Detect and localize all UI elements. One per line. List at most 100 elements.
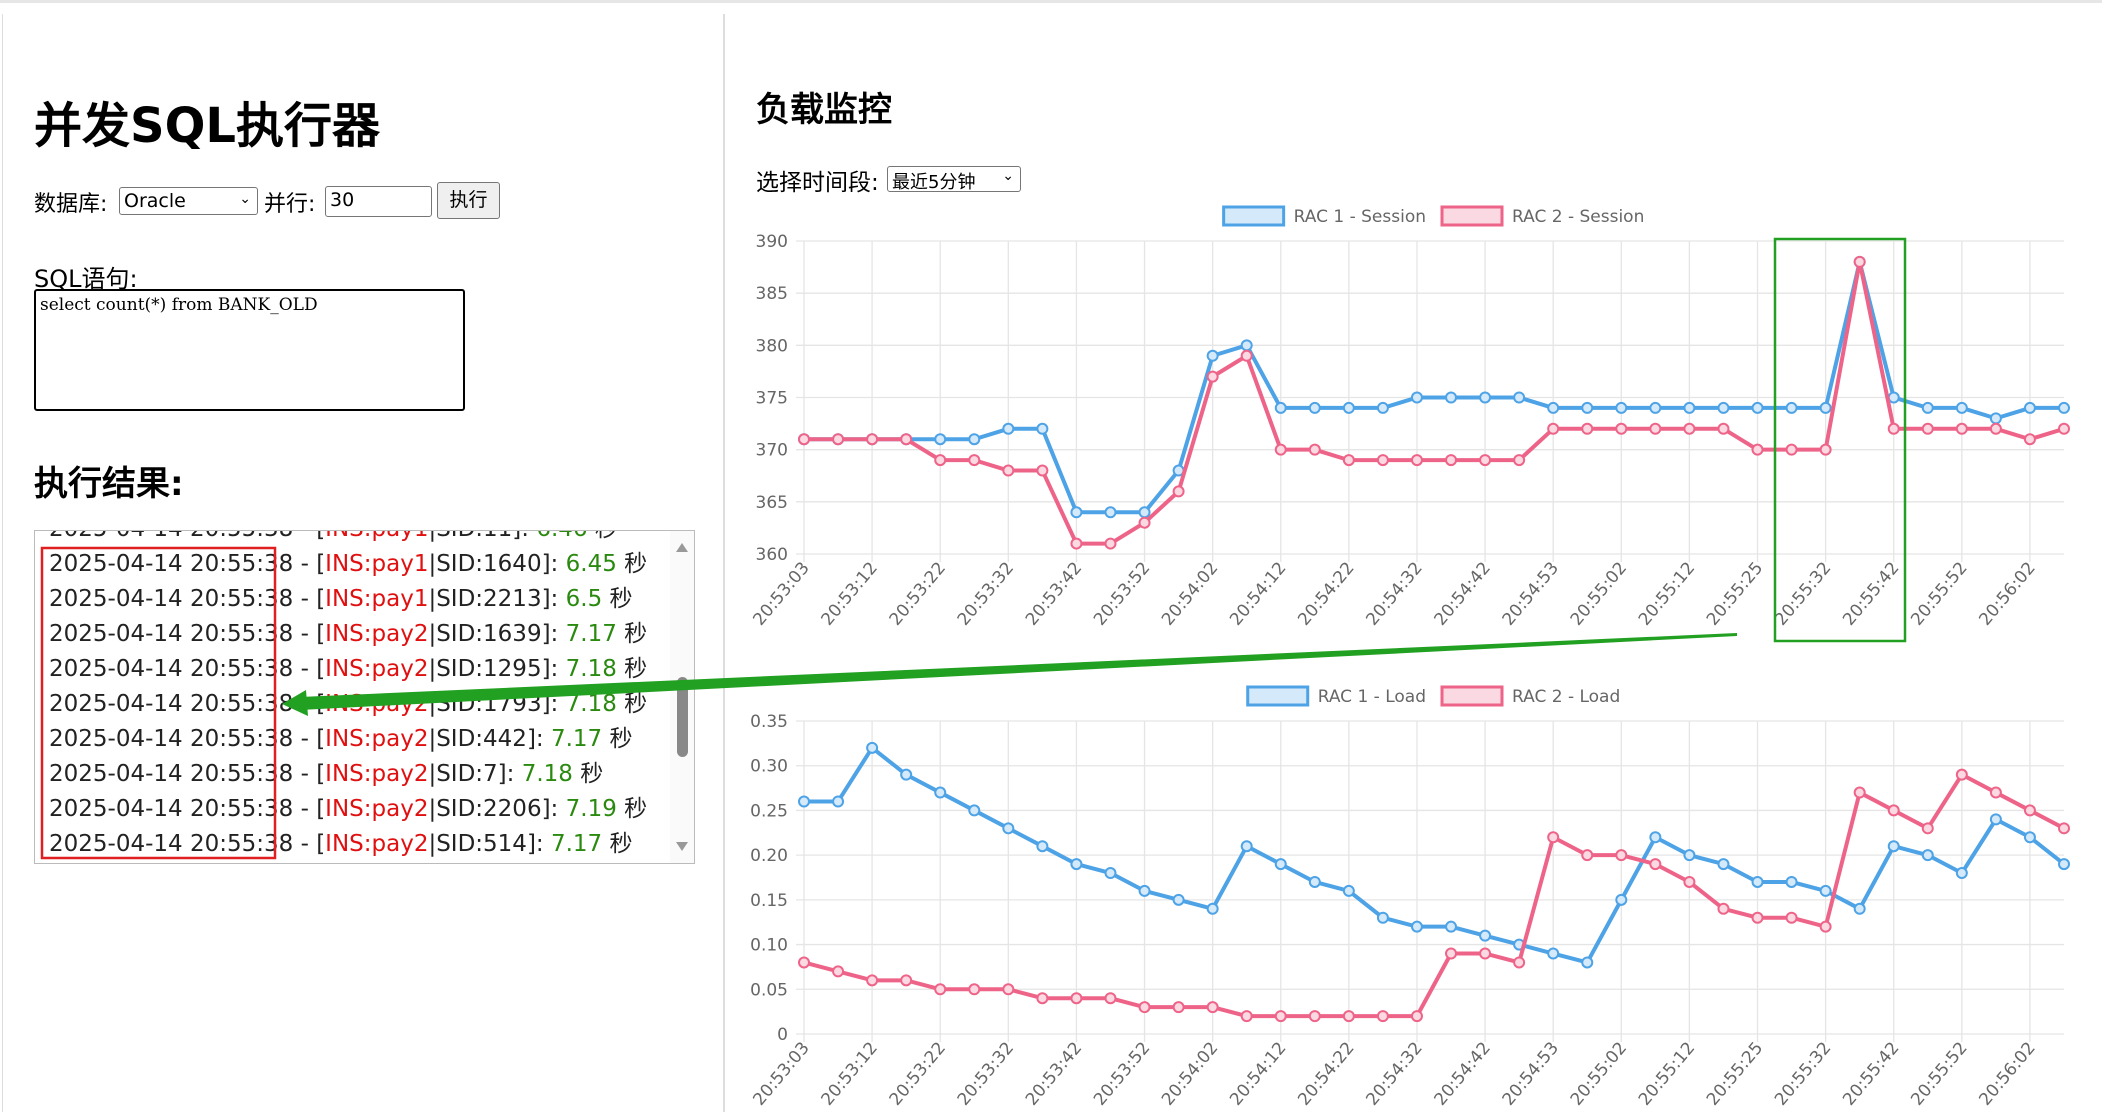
data-point: [1989, 412, 2002, 425]
data-point: [1410, 920, 1423, 933]
legend-swatch: [1246, 685, 1310, 707]
data-point: [1683, 849, 1696, 862]
x-tick-label: 20:53:22: [886, 1038, 950, 1109]
data-point: [1717, 422, 1730, 435]
x-tick-label: 20:54:42: [1431, 1038, 1495, 1109]
data-point: [1138, 884, 1151, 897]
data-point: [1785, 911, 1798, 924]
highlight-box: [1773, 237, 1907, 643]
data-point: [1581, 422, 1594, 435]
data-point: [1138, 506, 1151, 519]
data-point: [1751, 443, 1764, 456]
data-point: [1070, 992, 1083, 1005]
data-point: [866, 974, 879, 987]
sql-text: select count(*) from BANK_OLD: [40, 295, 318, 315]
data-point: [900, 768, 913, 781]
data-point: [1921, 849, 1934, 862]
data-point: [1445, 454, 1458, 467]
result-part: INS:pay2: [325, 726, 429, 752]
y-tick-label: 0.35: [750, 712, 788, 732]
data-point: [1274, 1010, 1287, 1023]
data-point: [1649, 401, 1662, 414]
data-point: [1615, 849, 1628, 862]
result-part: 秒: [572, 761, 604, 787]
result-part: |SID:514]:: [428, 831, 551, 857]
legend-label: RAC 1 - Session: [1294, 207, 1426, 227]
data-point: [1717, 401, 1730, 414]
data-point: [1240, 1010, 1253, 1023]
x-tick-label: 20:53:42: [1022, 1038, 1086, 1109]
period-select[interactable]: 最近5分钟 ⌄: [887, 166, 1021, 193]
result-part: |SID:1640]:: [428, 551, 566, 577]
parallel-label: 并行:: [264, 192, 316, 217]
data-point: [1070, 858, 1083, 871]
result-part: |SID:442]:: [428, 726, 551, 752]
result-part: 秒: [616, 691, 648, 717]
data-point: [1410, 391, 1423, 404]
data-point: [2058, 822, 2070, 835]
x-tick-label: 20:54:32: [1362, 558, 1426, 629]
data-point: [1955, 867, 1968, 880]
data-point: [1955, 422, 1968, 435]
data-point: [832, 433, 845, 446]
legend-swatch: [1440, 685, 1504, 707]
result-part: INS:pay1: [325, 531, 428, 542]
data-point: [1172, 893, 1185, 906]
db-select[interactable]: Oracle ⌄: [119, 187, 258, 215]
y-tick-label: 385: [756, 284, 788, 304]
result-part: INS:pay2: [325, 761, 429, 787]
x-tick-label: 20:54:53: [1499, 1038, 1563, 1109]
data-point: [1206, 1001, 1219, 1014]
result-row: 2025-04-14 20:55:38 - [INS:pay2|SID:1639…: [49, 617, 647, 652]
data-point: [1649, 858, 1662, 871]
data-point: [1274, 401, 1287, 414]
data-point: [1002, 983, 1015, 996]
scroll-thumb[interactable]: [677, 677, 688, 757]
data-point: [1138, 1001, 1151, 1014]
data-point: [1206, 349, 1219, 362]
data-point: [1683, 422, 1696, 435]
app-title: 并发SQL执行器: [34, 98, 380, 154]
legend-label: RAC 2 - Load: [1512, 687, 1620, 707]
data-point: [1308, 443, 1321, 456]
series-line: [804, 745, 2066, 965]
data-point: [798, 956, 810, 969]
result-row: 2025-04-14 20:55:38 - [INS:pay1|SID:11]:…: [49, 531, 647, 547]
data-point: [2023, 831, 2036, 844]
data-point: [1989, 786, 2002, 799]
sql-textarea[interactable]: select count(*) from BANK_OLD: [34, 289, 465, 411]
result-part: |SID:2213]:: [428, 586, 566, 612]
parallel-input[interactable]: 30: [325, 186, 432, 217]
x-tick-label: 20:55:02: [1567, 558, 1631, 629]
y-tick-label: 390: [756, 232, 788, 252]
db-value: Oracle: [124, 190, 186, 212]
x-tick-label: 20:55:25: [1703, 558, 1767, 629]
legend-label: RAC 2 - Session: [1512, 207, 1644, 227]
run-button[interactable]: 执行: [437, 182, 500, 219]
data-point: [1240, 339, 1253, 352]
result-part: 7.17: [550, 831, 603, 857]
result-part: INS:pay2: [325, 831, 429, 857]
y-tick-label: 360: [756, 545, 788, 565]
data-point: [1376, 1010, 1389, 1023]
period-label: 选择时间段:: [756, 170, 879, 196]
data-point: [1376, 911, 1389, 924]
data-point: [1717, 902, 1730, 915]
scrollbar[interactable]: [670, 531, 694, 863]
y-tick-label: 0.10: [750, 936, 788, 956]
result-part: 6.45: [565, 551, 617, 577]
data-point: [1921, 401, 1934, 414]
x-tick-label: 20:53:32: [954, 558, 1018, 629]
data-point: [1274, 443, 1287, 456]
x-tick-label: 20:53:42: [1022, 558, 1086, 629]
data-point: [1819, 401, 1832, 414]
scroll-up[interactable]: [676, 543, 688, 552]
scroll-down[interactable]: [676, 842, 688, 851]
data-point: [1887, 422, 1900, 435]
x-tick-label: 20:55:02: [1567, 1038, 1631, 1109]
x-tick-label: 20:55:12: [1635, 1038, 1699, 1109]
data-point: [1853, 902, 1866, 915]
data-point: [1002, 464, 1015, 477]
x-tick-label: 20:53:12: [818, 1038, 882, 1109]
